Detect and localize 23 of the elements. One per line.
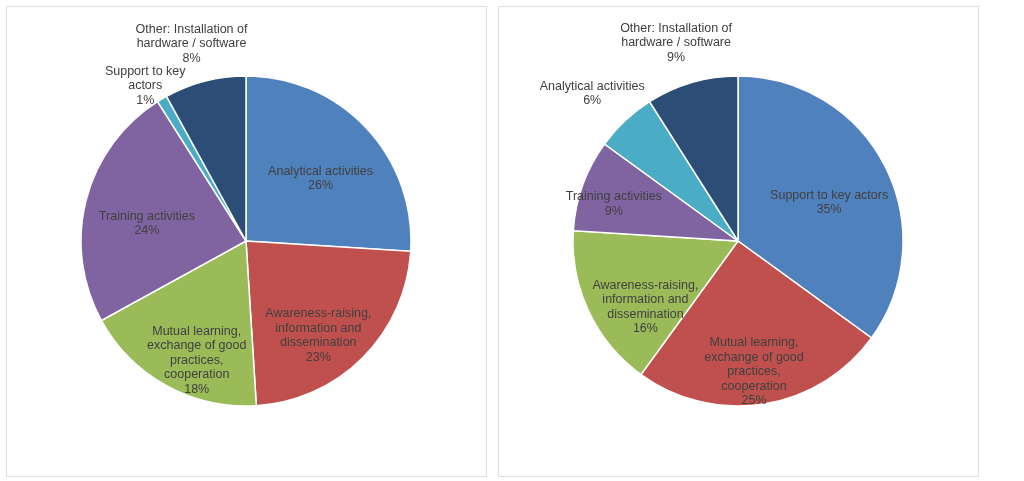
data-label: 26% bbox=[308, 178, 334, 193]
data-label: 18% bbox=[184, 381, 210, 396]
data-label: 6% bbox=[583, 93, 602, 108]
data-label: 9% bbox=[667, 49, 686, 64]
data-label: 9% bbox=[604, 203, 623, 218]
data-label: 1% bbox=[136, 92, 155, 107]
slice-label: Support to key actors bbox=[770, 187, 889, 202]
data-label: 25% bbox=[741, 393, 767, 408]
slice-label: Other: Installation of hardware / software bbox=[620, 20, 733, 50]
data-label: 8% bbox=[182, 50, 201, 65]
data-label: 23% bbox=[305, 349, 331, 364]
data-label: 24% bbox=[134, 223, 160, 238]
slice-label: Analytical activities bbox=[539, 78, 645, 93]
data-label: 16% bbox=[632, 321, 658, 336]
slice-label: Mutual learning, exchange of good practices, cooperation bbox=[147, 323, 247, 382]
slice-label: Training activities bbox=[98, 208, 195, 223]
slice-label: Support to key actors bbox=[104, 63, 187, 93]
slice-label: Awareness-raising, information and dissemination bbox=[592, 277, 699, 321]
data-label: 35% bbox=[816, 202, 842, 217]
slice-label: Analytical activities bbox=[268, 163, 374, 178]
slice-label: Mutual learning, exchange of good practices, cooperation bbox=[704, 335, 804, 393]
slice-label: Other: Installation of hardware / software bbox=[135, 21, 248, 51]
slice-label: Awareness-raising, information and dissemination bbox=[265, 306, 372, 350]
